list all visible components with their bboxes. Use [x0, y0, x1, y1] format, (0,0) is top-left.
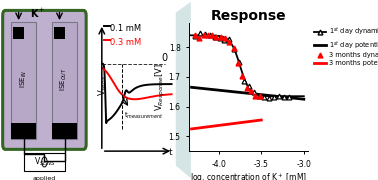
- Bar: [24, 153, 65, 171]
- Text: 0.1 mM: 0.1 mM: [110, 24, 141, 33]
- Text: ISE$_{IN}$: ISE$_{IN}$: [19, 70, 29, 88]
- Text: V$_{SENS}$: V$_{SENS}$: [34, 156, 55, 168]
- Title: Response: Response: [211, 9, 287, 23]
- FancyBboxPatch shape: [3, 10, 86, 149]
- Bar: [11, 123, 36, 139]
- Text: V$_{sens}$: V$_{sens}$: [96, 75, 109, 96]
- Bar: [11, 22, 36, 139]
- Text: 0.3 mM: 0.3 mM: [110, 38, 141, 47]
- Bar: [51, 123, 77, 139]
- Text: ISE$_{OUT}$: ISE$_{OUT}$: [59, 67, 69, 91]
- Legend: 1$^{st}$ day dynamic, 1$^{st}$ day potentiometric, 3 months dynamic, 3 months po: 1$^{st}$ day dynamic, 1$^{st}$ day poten…: [314, 24, 378, 67]
- Text: 0: 0: [161, 53, 168, 63]
- Bar: [54, 27, 65, 39]
- Bar: [51, 22, 77, 139]
- X-axis label: log. concentration of K$^+$ [mM]: log. concentration of K$^+$ [mM]: [190, 171, 307, 180]
- Y-axis label: V$_{Response}$[V]: V$_{Response}$[V]: [154, 63, 167, 111]
- Bar: [13, 27, 24, 39]
- Text: t: t: [169, 148, 173, 157]
- Text: applied: applied: [33, 176, 56, 180]
- Text: K$^+$: K$^+$: [30, 7, 46, 20]
- Text: t$_{measurement}$: t$_{measurement}$: [124, 111, 164, 121]
